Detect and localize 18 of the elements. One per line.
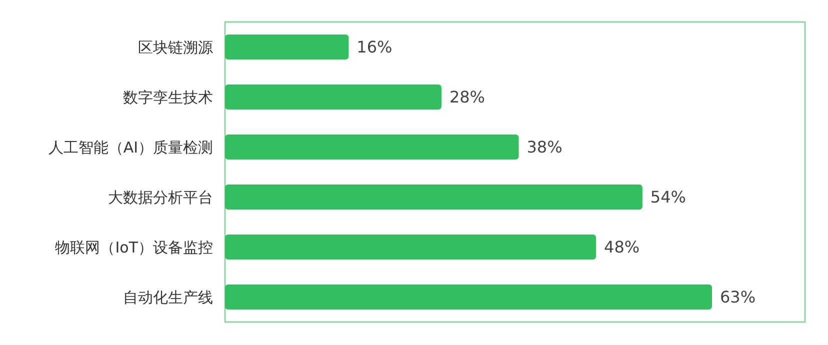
data-label: 54% xyxy=(650,188,686,207)
y-tick-label: 大数据分析平台 xyxy=(108,188,213,206)
data-label: 48% xyxy=(604,238,640,257)
bar xyxy=(225,34,349,60)
y-tick-label: 区块链溯源 xyxy=(138,38,213,56)
y-tick-label: 自动化生产线 xyxy=(123,288,213,306)
y-tick-label: 人工智能（AI）质量检测 xyxy=(48,138,213,156)
bar xyxy=(225,84,442,110)
y-tick-label: 数字孪生技术 xyxy=(123,88,213,106)
bar xyxy=(225,184,642,210)
bar xyxy=(225,234,596,260)
data-label: 38% xyxy=(526,138,562,157)
bar xyxy=(225,134,519,160)
bar xyxy=(225,284,712,310)
data-label: 63% xyxy=(720,288,756,307)
data-label: 16% xyxy=(356,38,392,57)
y-tick-label: 物联网（IoT）设备监控 xyxy=(55,238,213,256)
data-label: 28% xyxy=(449,88,486,107)
